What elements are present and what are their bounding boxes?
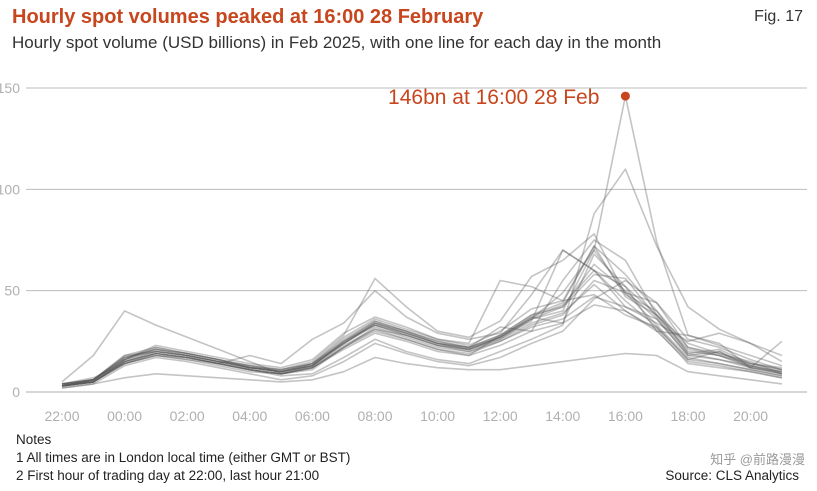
x-tick-label-2: 02:00 <box>170 408 205 424</box>
figure-label: Fig. 17 <box>754 8 803 25</box>
notes-heading: Notes <box>16 432 52 447</box>
series-line-13 <box>61 249 783 387</box>
series-line-2 <box>61 168 783 385</box>
x-tick-label-8: 14:00 <box>545 408 580 424</box>
x-tick-label-7: 12:00 <box>483 408 518 424</box>
peak-marker <box>620 91 630 101</box>
series-line-12 <box>61 249 783 387</box>
y-tick-label-0: 0 <box>12 384 20 400</box>
note-line-1: 1 All times are in London local time (ei… <box>16 450 351 465</box>
y-tick-label-50: 50 <box>4 283 20 299</box>
y-tick-label-100: 100 <box>0 181 20 197</box>
x-tick-label-1: 00:00 <box>107 408 142 424</box>
note-line-2: 2 First hour of trading day at 22:00, la… <box>16 468 320 483</box>
x-tick-label-9: 16:00 <box>608 408 643 424</box>
series-line-10 <box>61 279 783 387</box>
x-tick-label-0: 22:00 <box>44 408 79 424</box>
series-line-6 <box>61 245 783 387</box>
x-tick-label-4: 06:00 <box>295 408 330 424</box>
x-tick-label-11: 20:00 <box>733 408 768 424</box>
x-tick-label-5: 08:00 <box>357 408 392 424</box>
x-tick-label-6: 10:00 <box>420 408 455 424</box>
series-line-15 <box>61 253 783 387</box>
series-line-11 <box>61 233 783 385</box>
x-tick-label-3: 04:00 <box>232 408 267 424</box>
series-line-14 <box>61 295 783 385</box>
series-line-1 <box>61 95 783 383</box>
series-line-16 <box>61 304 783 387</box>
series-line-7 <box>61 263 783 385</box>
series-line-19 <box>61 269 783 387</box>
series-line-5 <box>61 249 783 387</box>
series-line-17 <box>61 239 783 385</box>
chart-subtitle: Hourly spot volume (USD billions) in Feb… <box>12 33 662 52</box>
series-line-3 <box>61 279 783 389</box>
series-line-18 <box>61 273 783 387</box>
series-line-20 <box>61 245 783 385</box>
x-tick-label-10: 18:00 <box>670 408 705 424</box>
source-note: Source: CLS Analytics <box>665 468 799 483</box>
peak-annotation-label: 146bn at 16:00 28 Feb <box>388 86 599 109</box>
notes: Notes 1 All times are in London local ti… <box>16 431 350 485</box>
series-line-8 <box>61 279 783 387</box>
series-line-9 <box>61 283 783 387</box>
watermark: 知乎 @前路漫漫 <box>710 452 805 467</box>
chart-title: Hourly spot volumes peaked at 16:00 28 F… <box>12 6 484 28</box>
y-tick-label-150: 150 <box>0 80 20 96</box>
series-line-4 <box>61 352 783 389</box>
